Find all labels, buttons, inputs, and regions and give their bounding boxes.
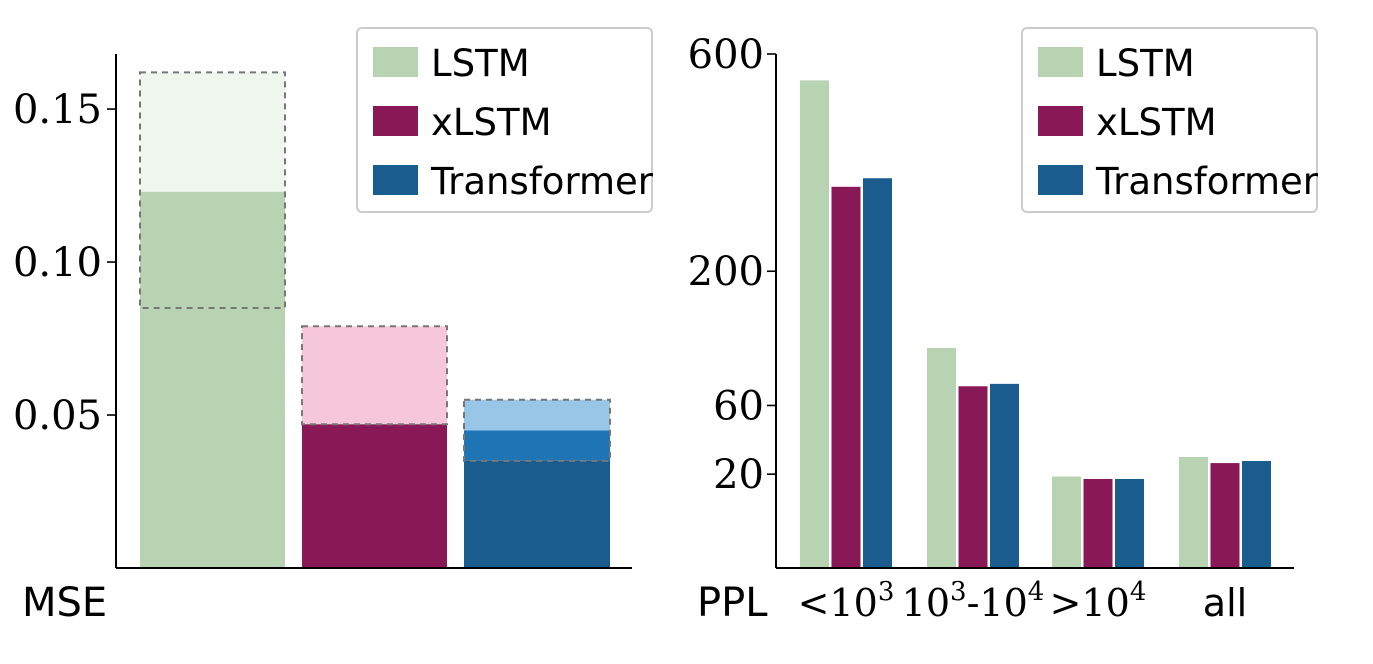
ppl-ytick-label-3: 600: [688, 32, 764, 78]
ppl-xtick-label-1: 103​-104​: [902, 577, 1045, 625]
ppl-ytick-label-0: 20: [713, 452, 764, 498]
ppl-xtick-label-0: <103​: [798, 577, 895, 625]
mse-panel: 0.05 0.10 0.15 MSE LSTM xLSTM Transformer: [13, 27, 654, 626]
ppl-bar-xlstm-3: [1210, 463, 1240, 568]
mse-legend-frame: [356, 27, 653, 213]
ppl-bar-xlstm-2: [1083, 478, 1113, 568]
mse-ytick-label-0: 0.05: [13, 393, 102, 439]
mse-bar-transformer-range-upper: [464, 399, 610, 431]
mse-bar-lstm-range-outline: [139, 71, 286, 309]
mse-bar-transformer-range-outline: [463, 398, 611, 462]
mse-legend-label-0: LSTM: [431, 42, 530, 85]
ppl-xtick-label-2: >104​: [1050, 577, 1147, 625]
mse-legend-label-2: Transformer: [430, 160, 654, 203]
ppl-legend-swatch-0: [1038, 47, 1083, 77]
ppl-bar-transformer-3: [1242, 461, 1271, 568]
ppl-legend: LSTM xLSTM Transformer: [1021, 27, 1319, 213]
ppl-corner-label: PPL: [697, 580, 768, 626]
ppl-xtick-label-3: all: [1203, 581, 1247, 625]
mse-ytick-label-1: 0.10: [13, 240, 102, 286]
mse-bar-lstm-base: [140, 307, 285, 568]
ppl-bar-lstm-3: [1179, 456, 1208, 568]
mse-legend-swatch-2: [373, 165, 418, 195]
ppl-panel: <103​103​-104​>104​ all 20 60 200 600 PPL LSTM x…: [688, 27, 1319, 626]
ppl-bar-transformer-1: [990, 383, 1019, 568]
ppl-legend-label-1: xLSTM: [1096, 101, 1217, 144]
mse-bar-lstm-range-upper: [140, 72, 285, 192]
ppl-bar-lstm-1: [927, 347, 956, 568]
mse-bar-xlstm-base: [302, 424, 447, 568]
mse-bar-transformer-base: [464, 460, 610, 568]
ppl-legend-swatch-1: [1038, 106, 1083, 136]
ppl-legend-swatch-2: [1038, 165, 1083, 195]
ppl-legend-frame: [1021, 27, 1318, 213]
mse-corner-label: MSE: [22, 580, 107, 626]
ppl-legend-label-0: LSTM: [1096, 42, 1195, 85]
ppl-bar-lstm-2: [1052, 476, 1081, 568]
mse-bar-lstm-range-lower: [140, 191, 285, 308]
ppl-bar-transformer-0: [863, 178, 892, 568]
ppl-bar-xlstm-1: [958, 386, 988, 568]
mse-bar-transformer-range-lower: [464, 430, 610, 461]
mse-legend-label-1: xLSTM: [431, 101, 552, 144]
ppl-bar-xlstm-0: [831, 186, 861, 568]
ppl-bar-transformer-2: [1115, 478, 1144, 568]
mse-legend: LSTM xLSTM Transformer: [356, 27, 654, 213]
mse-bar-xlstm-range-upper: [302, 326, 447, 425]
ppl-ytick-label-1: 60: [713, 383, 764, 429]
ppl-ytick-label-2: 200: [688, 249, 764, 295]
mse-legend-swatch-0: [373, 47, 418, 77]
ppl-bar-lstm-0: [800, 80, 829, 569]
ppl-legend-label-2: Transformer: [1095, 160, 1319, 203]
mse-ytick-label-2: 0.15: [13, 87, 102, 133]
mse-legend-swatch-1: [373, 106, 418, 136]
